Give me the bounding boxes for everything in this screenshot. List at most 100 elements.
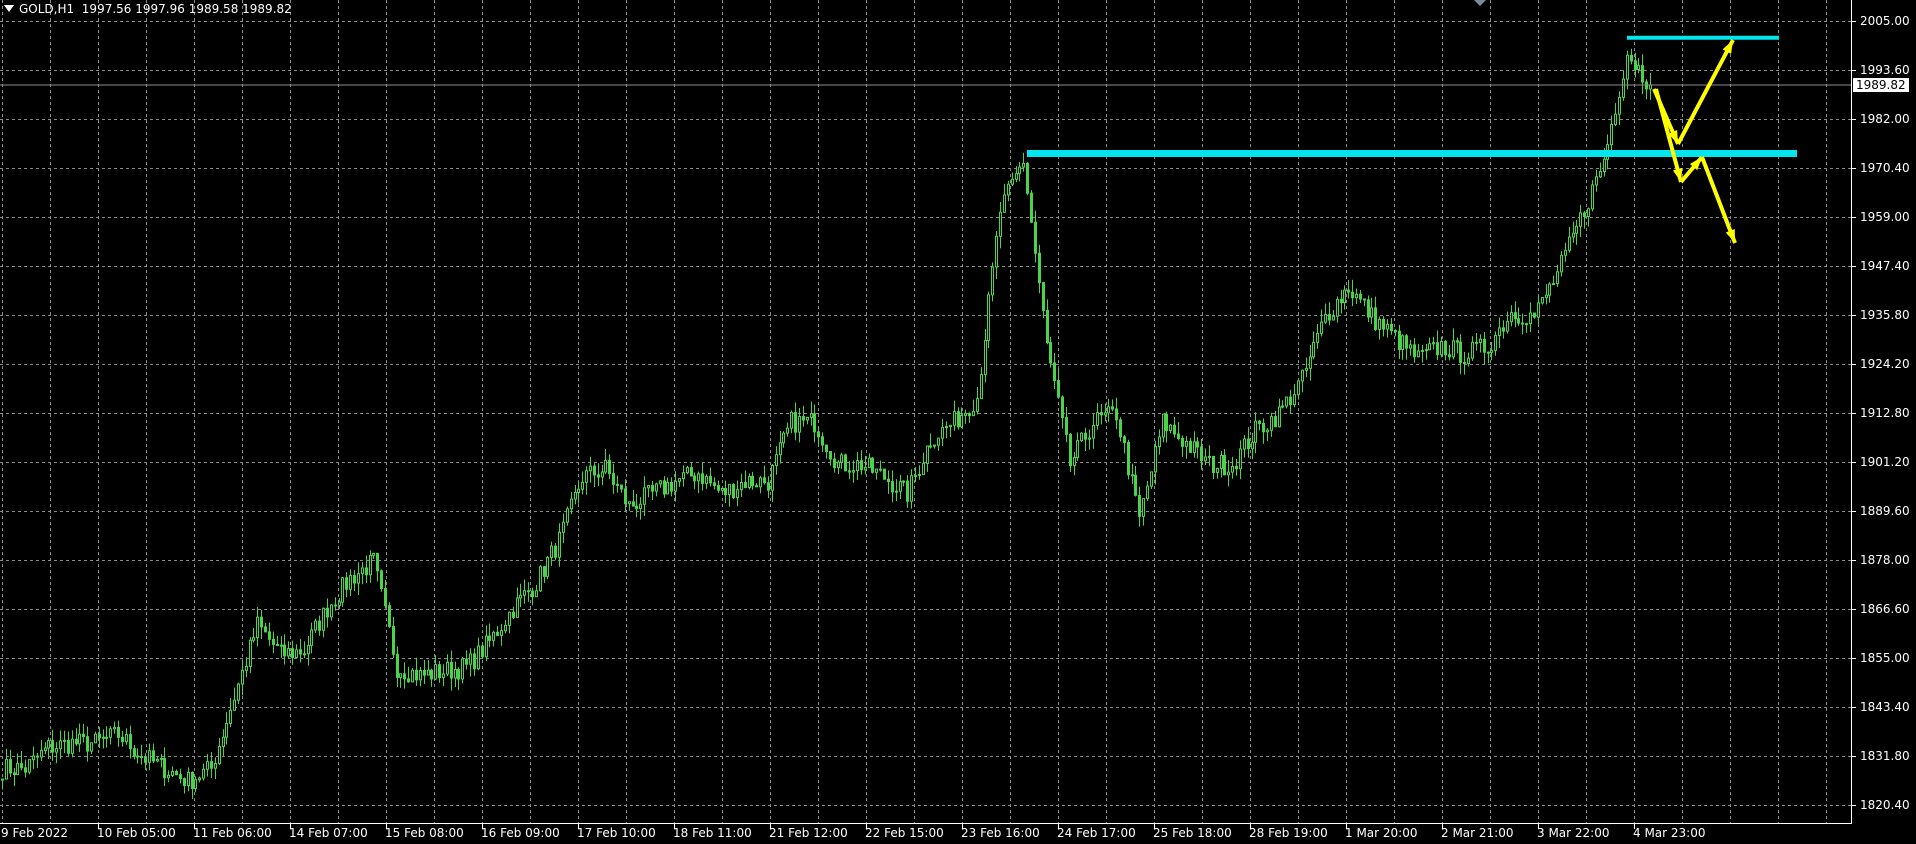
candle-body [415,669,418,681]
candle [1456,337,1459,354]
candle [1537,295,1540,325]
candle-body [481,645,484,658]
candle [895,479,898,502]
candle-body [620,484,623,490]
candle [477,637,480,671]
candle-body [856,460,859,472]
candle-body [1545,294,1548,299]
candle-body [1398,330,1401,350]
candle-body [519,594,522,599]
candle [1634,52,1637,78]
candle-body [1630,54,1633,62]
candle [1,778,4,790]
candle-body [647,485,650,489]
candle [620,484,623,493]
candle-body [790,411,793,429]
candle-body [535,590,538,598]
candle [144,753,147,770]
candle-body [1084,432,1087,440]
candle [1363,298,1366,307]
x-ticks [98,823,1635,829]
candle-body [1510,312,1513,323]
candle-body [531,590,534,598]
candle [210,752,213,779]
candle [299,638,302,663]
candle-body [1204,456,1207,462]
candle [813,404,816,443]
candle-body [1185,440,1188,447]
candle-body [1301,369,1304,382]
candle-body [376,552,379,572]
candle-body [272,638,275,645]
candle [1370,297,1373,324]
candle-body [782,432,785,444]
candle-body [1038,252,1041,284]
candle [40,740,43,762]
candle [763,465,766,485]
candle [1285,396,1288,409]
candle-body [1312,341,1315,358]
candle [163,747,166,786]
candle-body [1440,340,1443,356]
dropdown-triangle-icon[interactable] [4,5,14,12]
candle [1138,486,1141,527]
candle-body [295,649,298,659]
candle-body [1494,334,1497,351]
candle-body [964,412,967,416]
candle-body [945,426,948,429]
candle-body [875,468,878,473]
x-tick-label: 18 Feb 11:00 [673,826,752,840]
candle [16,753,19,776]
candle [724,480,727,504]
candle [1069,432,1072,472]
candle [330,603,333,621]
candle-body [1332,315,1335,321]
arrow-b-breakdown [1700,156,1737,244]
candle-body [697,473,700,482]
candle [13,767,16,787]
candle-body [303,653,306,656]
candle-body [597,474,600,478]
candle-body [1359,293,1362,300]
candle-body [562,521,565,533]
candle-body [310,629,313,646]
candle-body [558,531,561,558]
candle-body [806,416,809,421]
candle [1096,403,1099,430]
candle-body [1096,412,1099,426]
candle [1351,279,1354,307]
candle [531,587,534,606]
candle-body [1,778,4,781]
candle-body [1583,212,1586,217]
candle-body [78,733,81,745]
candle [133,745,136,760]
candle-body [51,740,54,753]
candle [276,635,279,647]
candle [86,726,89,762]
candle [817,426,820,447]
candle-body [1529,312,1532,325]
candle-body [829,450,832,460]
candle [1258,419,1261,431]
candle [1452,328,1455,360]
candle [399,673,402,688]
candle-body [372,552,375,556]
candle-body [570,498,573,510]
candle-body [759,477,762,488]
ohlc-open: 1997.56 [81,2,132,16]
candle-body [1111,406,1114,410]
candle [771,463,774,502]
candle-body [1007,183,1010,196]
candle-body [1212,455,1215,473]
candle [454,661,457,688]
candle-body [879,468,882,471]
candle [1487,351,1490,364]
candle-body [369,554,372,576]
candle-body [121,736,124,743]
candle-body [1502,327,1505,332]
candle-body [891,481,894,493]
candle [504,619,507,634]
candle [411,667,414,683]
candle [632,490,635,507]
